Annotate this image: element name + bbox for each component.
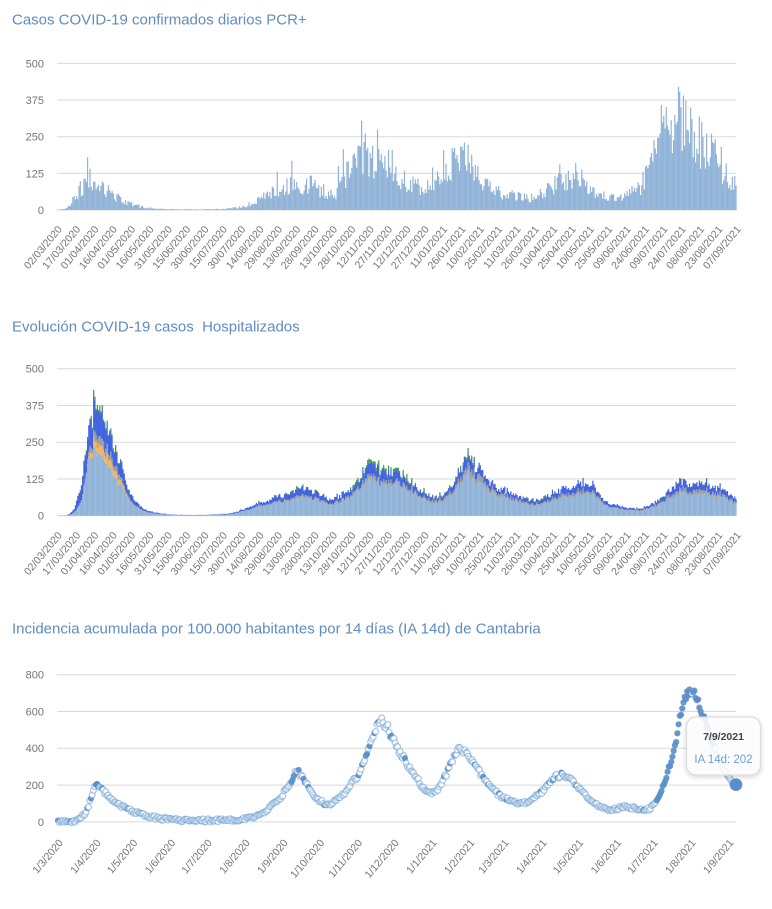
svg-text:400: 400 <box>26 743 44 755</box>
svg-text:0: 0 <box>38 511 44 523</box>
svg-text:Casos COVID-19 confirmados dia: Casos COVID-19 confirmados diarios PCR+ <box>12 12 307 29</box>
svg-text:Evolución COVID-19 casos Hosp: Evolución COVID-19 casos Hospitalizados <box>12 319 300 336</box>
svg-text:250: 250 <box>26 132 44 144</box>
svg-text:0: 0 <box>38 205 44 217</box>
svg-text:200: 200 <box>26 780 44 792</box>
svg-text:500: 500 <box>26 58 44 70</box>
svg-text:500: 500 <box>26 364 44 376</box>
svg-text:IA 14d: 202: IA 14d: 202 <box>694 754 752 766</box>
svg-text:125: 125 <box>26 474 44 486</box>
svg-text:250: 250 <box>26 437 44 449</box>
svg-text:7/9/2021: 7/9/2021 <box>703 731 744 743</box>
svg-text:125: 125 <box>26 168 44 180</box>
svg-text:Incidencia acumulada por 100.0: Incidencia acumulada por 100.000 habitan… <box>12 620 541 637</box>
svg-text:0: 0 <box>38 817 44 829</box>
svg-text:375: 375 <box>26 400 44 412</box>
svg-text:375: 375 <box>26 95 44 107</box>
svg-text:600: 600 <box>26 706 44 718</box>
svg-text:800: 800 <box>26 670 44 682</box>
